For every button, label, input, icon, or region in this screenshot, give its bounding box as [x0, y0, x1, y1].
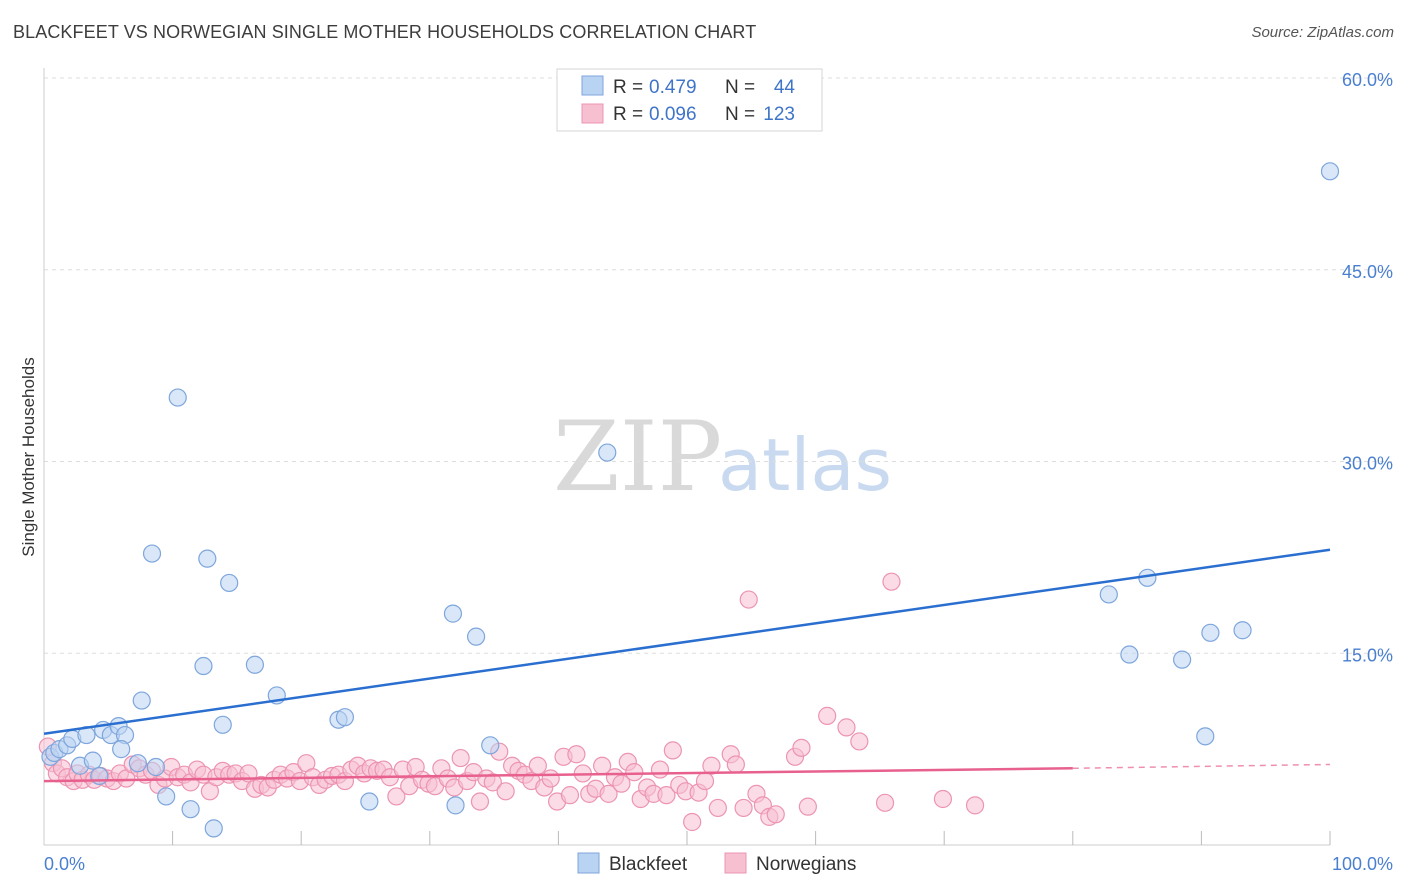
blackfeet-point	[112, 740, 131, 759]
norwegians-point	[650, 760, 670, 779]
trend-lines	[43, 548, 1331, 783]
blackfeet-point	[446, 796, 465, 815]
x-minor-ticks	[172, 831, 1331, 845]
norwegians-point	[965, 796, 985, 815]
y-tick-label: 30.0%	[1342, 454, 1393, 474]
norwegians-point	[766, 805, 785, 824]
blackfeet-point	[1120, 645, 1139, 664]
y-tick-label: 45.0%	[1342, 262, 1393, 282]
norwegians-trend-extension	[1072, 763, 1331, 770]
blackfeet-point	[142, 544, 162, 563]
blackfeet-point	[1173, 650, 1192, 669]
norwegians-point	[387, 787, 406, 806]
blackfeet-point	[146, 757, 165, 777]
norwegians-point	[657, 786, 676, 805]
norwegians-point	[541, 769, 560, 788]
blackfeet-point	[1233, 621, 1252, 640]
norwegians-point	[818, 706, 837, 725]
blackfeet-point	[1320, 162, 1340, 181]
legend-n-value-blackfeet: 44	[774, 77, 796, 98]
x-tick-label-max: 100.0%	[1332, 854, 1393, 874]
y-axis-label: Single Mother Households	[19, 357, 38, 556]
norwegians-point	[734, 798, 753, 818]
norwegians-point	[528, 756, 547, 775]
blackfeet-point	[194, 656, 213, 676]
legend-n-label-blackfeet: N =	[725, 77, 755, 98]
legend-swatch-blackfeet	[581, 75, 604, 96]
norwegians-point	[451, 748, 470, 768]
legend-n-label-norwegians: N =	[725, 104, 755, 125]
y-tick-label: 15.0%	[1342, 645, 1393, 665]
norwegians-point	[663, 741, 682, 760]
blackfeet-point	[181, 800, 200, 819]
y-tick-label: 60.0%	[1342, 70, 1393, 90]
blackfeet-point	[198, 549, 217, 568]
bottom-legend-swatch-blackfeet	[577, 852, 600, 874]
blackfeet-point	[83, 751, 102, 770]
blackfeet-point	[443, 604, 463, 623]
watermark-zip: ZIP	[553, 401, 722, 513]
blackfeet-point	[157, 787, 176, 806]
norwegians-point	[496, 782, 515, 801]
legend-swatch-norwegians	[581, 103, 604, 124]
legend-r-label-blackfeet: R =	[613, 77, 643, 98]
norwegians-point	[798, 797, 817, 816]
blackfeet-point	[132, 691, 151, 710]
bottom-legend-label-norwegians: Norwegians	[756, 854, 856, 875]
blackfeet-point	[481, 736, 500, 755]
blackfeet-point	[245, 655, 265, 674]
bottom-legend-swatch-norwegians	[724, 852, 747, 874]
bottom-legend-label-blackfeet: Blackfeet	[609, 854, 688, 875]
norwegians-point	[560, 786, 580, 805]
norwegians-point	[933, 789, 953, 809]
blackfeet-point	[598, 443, 617, 462]
legend: R = 0.479 N = 44 R = 0.096 N = 123	[556, 68, 823, 132]
blackfeet-point	[204, 819, 223, 838]
x-tick-label-min: 0.0%	[44, 854, 85, 874]
blackfeet-point	[360, 792, 379, 811]
blackfeet-point	[1201, 623, 1220, 642]
norwegians-point	[695, 771, 715, 791]
blackfeet-trend-line	[43, 548, 1331, 736]
norwegians-point	[470, 792, 490, 811]
legend-r-value-norwegians: 0.096	[649, 104, 697, 125]
source-credit: Source: ZipAtlas.com	[1251, 24, 1394, 41]
norwegians-point	[683, 812, 702, 832]
grid-lines	[44, 77, 1392, 654]
legend-r-label-norwegians: R =	[613, 104, 643, 125]
norwegians-point	[599, 784, 618, 803]
blackfeet-point	[335, 708, 355, 727]
blackfeet-point	[213, 715, 232, 734]
norwegians-point	[726, 755, 745, 774]
bottom-legend: Blackfeet Norwegians	[577, 852, 856, 875]
norwegians-point	[882, 572, 901, 591]
blackfeet-point	[168, 388, 187, 407]
norwegians-point	[625, 763, 644, 782]
chart-title: BLACKFEET VS NORWEGIAN SINGLE MOTHER HOU…	[13, 22, 757, 42]
legend-r-value-blackfeet: 0.479	[649, 77, 697, 98]
blackfeet-point	[90, 766, 109, 786]
blackfeet-point	[128, 754, 147, 773]
norwegians-point	[837, 718, 856, 737]
y-tick-labels: 15.0% 30.0% 45.0% 60.0%	[1342, 70, 1393, 665]
norwegians-point	[875, 793, 895, 812]
norwegians-point	[850, 732, 869, 751]
norwegians-points	[38, 572, 985, 832]
norwegians-point	[792, 738, 811, 757]
norwegians-point	[708, 798, 727, 818]
blackfeet-point	[1099, 585, 1118, 604]
blackfeet-point	[466, 627, 486, 646]
watermark-atlas: atlas	[718, 423, 892, 507]
norwegians-point	[702, 756, 721, 775]
blackfeet-points	[41, 162, 1340, 838]
blackfeet-point	[1196, 727, 1215, 746]
norwegians-point	[739, 590, 758, 609]
norwegians-trend-line	[43, 767, 1073, 783]
blackfeet-point	[220, 573, 239, 593]
norwegians-point	[483, 773, 502, 792]
legend-n-value-norwegians: 123	[763, 104, 795, 125]
norwegians-point	[567, 745, 586, 764]
